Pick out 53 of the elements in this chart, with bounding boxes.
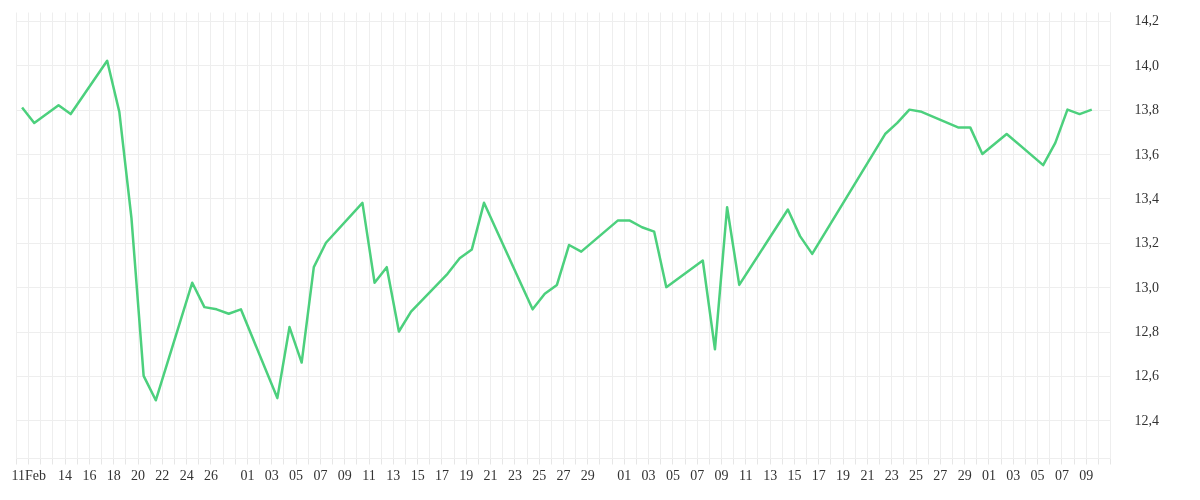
x-tick-label: 21 bbox=[860, 467, 875, 483]
x-tick-label: 17 bbox=[434, 467, 449, 483]
y-tick-label: 12,6 bbox=[1134, 368, 1159, 384]
x-tick-label: 19 bbox=[836, 467, 851, 483]
x-tick-label: 07 bbox=[313, 467, 328, 483]
x-tick-label: 29 bbox=[957, 467, 972, 483]
x-tick-label: 07 bbox=[1054, 467, 1069, 483]
x-tick-label: 17 bbox=[811, 467, 826, 483]
x-tick-label: 16 bbox=[82, 467, 97, 483]
y-tick-label: 13,4 bbox=[1134, 190, 1159, 206]
x-tick-label: 11 bbox=[739, 467, 753, 483]
y-tick-label: 13,0 bbox=[1134, 279, 1159, 295]
x-tick-label: 11Feb bbox=[11, 467, 46, 483]
x-tick-label: 29 bbox=[580, 467, 595, 483]
x-tick-label: 01 bbox=[981, 467, 996, 483]
y-tick-label: 14,2 bbox=[1134, 13, 1159, 29]
x-tick-label: 07 bbox=[690, 467, 705, 483]
x-tick-label: 01 bbox=[240, 467, 255, 483]
y-tick-label: 13,2 bbox=[1134, 235, 1159, 251]
x-tick-label: 23 bbox=[507, 467, 522, 483]
y-tick-label: 12,8 bbox=[1134, 324, 1159, 340]
x-tick-label: 13 bbox=[763, 467, 778, 483]
x-tick-label: 27 bbox=[556, 467, 571, 483]
x-tick-label: 26 bbox=[203, 467, 218, 483]
x-tick-label: 20 bbox=[131, 467, 146, 483]
x-tick-label: 05 bbox=[665, 467, 680, 483]
y-tick-label: 13,8 bbox=[1134, 102, 1159, 118]
x-tick-label: 15 bbox=[410, 467, 425, 483]
x-tick-label: 27 bbox=[933, 467, 948, 483]
x-tick-label: 09 bbox=[337, 467, 352, 483]
x-tick-label: 03 bbox=[264, 467, 279, 483]
x-tick-label: 09 bbox=[714, 467, 729, 483]
x-tick-label: 18 bbox=[106, 467, 121, 483]
x-tick-label: 05 bbox=[289, 467, 304, 483]
x-tick-label: 23 bbox=[884, 467, 899, 483]
y-tick-label: 13,6 bbox=[1134, 146, 1159, 162]
x-tick-label: 25 bbox=[909, 467, 924, 483]
x-tick-label: 19 bbox=[459, 467, 474, 483]
x-tick-label: 13 bbox=[386, 467, 401, 483]
x-tick-label: 11 bbox=[362, 467, 376, 483]
x-tick-label: 15 bbox=[787, 467, 802, 483]
x-tick-label: 24 bbox=[179, 467, 194, 483]
y-tick-label: 12,4 bbox=[1134, 412, 1159, 428]
x-tick-label: 21 bbox=[483, 467, 498, 483]
x-tick-label: 22 bbox=[155, 467, 170, 483]
x-tick-label: 25 bbox=[532, 467, 547, 483]
x-tick-label: 09 bbox=[1079, 467, 1094, 483]
x-tick-label: 05 bbox=[1030, 467, 1045, 483]
x-tick-label: 03 bbox=[1006, 467, 1021, 483]
y-tick-label: 14,0 bbox=[1134, 57, 1159, 73]
x-tick-label: 01 bbox=[617, 467, 632, 483]
x-tick-label: 14 bbox=[58, 467, 73, 483]
x-tick-label: 03 bbox=[641, 467, 656, 483]
